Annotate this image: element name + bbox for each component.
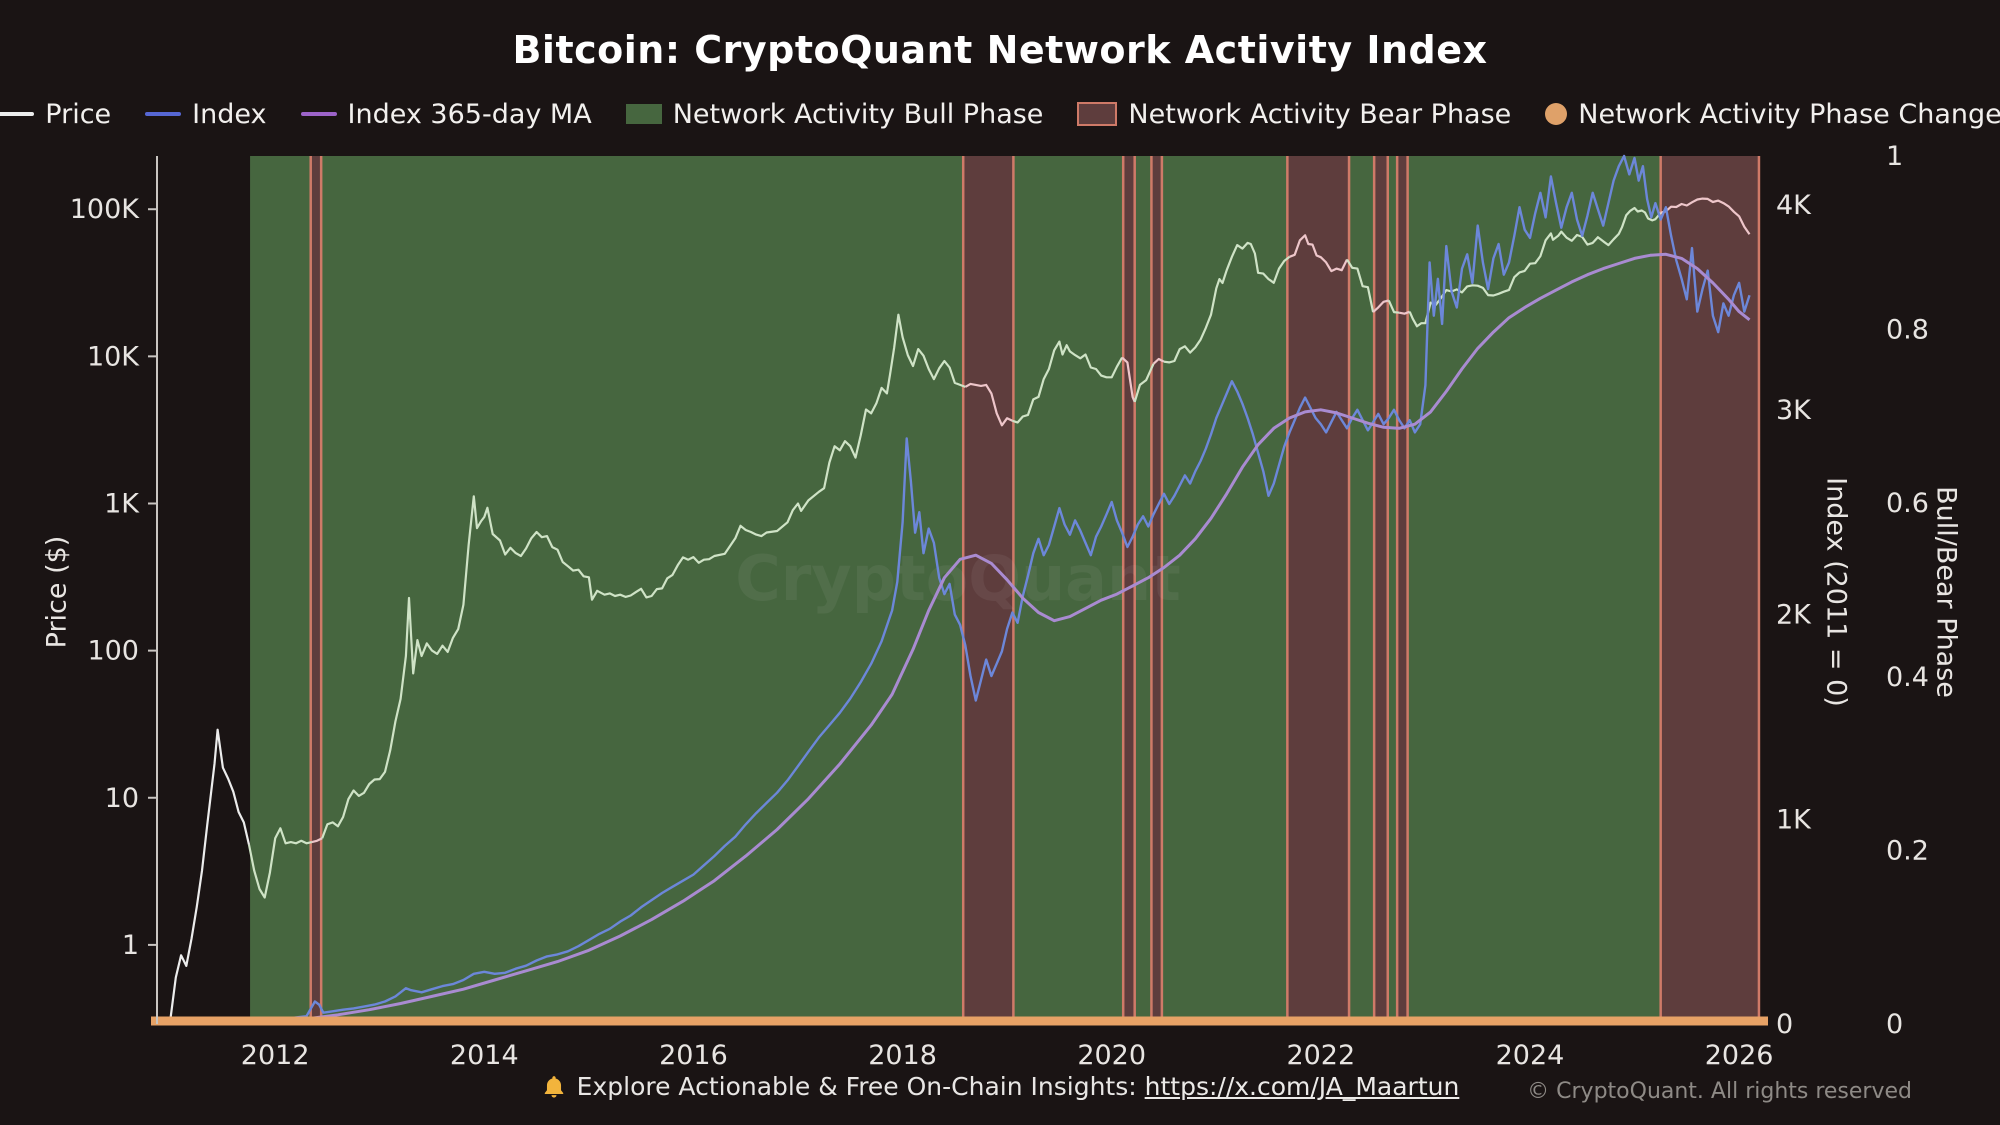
x-tick-label: 2018 [868, 1040, 937, 1071]
legend-label: Network Activity Phase Change [1578, 98, 2000, 130]
legend-label: Price [45, 98, 112, 130]
phase-axis-title: Bull/Bear Phase [1930, 486, 1962, 698]
legend-item-index-ma[interactable]: Index 365-day MA [300, 98, 592, 130]
legend-label: Index [192, 98, 267, 130]
index-line [254, 154, 1751, 1024]
phase-change-dot-icon [1545, 103, 1568, 125]
price-line [159, 728, 251, 1023]
x-tick-label: 2024 [1496, 1040, 1565, 1071]
index-line-swatch-icon [145, 112, 182, 116]
phase-tick-label: 0 [1886, 1009, 1903, 1040]
bear-phase-band [1123, 156, 1135, 1024]
price-tick-label: 100K [70, 194, 141, 225]
copyright-text: © CryptoQuant. All rights reserved [1527, 1079, 1912, 1104]
chart-title: Bitcoin: CryptoQuant Network Activity In… [512, 28, 1488, 72]
footer-cta-text: Explore Actionable & Free On-Chain Insig… [576, 1072, 1145, 1101]
index-tick-label: 2K [1776, 600, 1812, 631]
index-ma-line-swatch-icon [300, 112, 337, 116]
index-tick-label: 4K [1776, 190, 1812, 221]
bull-phase-swatch-icon [625, 104, 662, 124]
price-tick-label: 100 [87, 636, 139, 667]
x-tick-label: 2016 [659, 1040, 728, 1071]
bear-phase-swatch-icon [1077, 102, 1118, 126]
price-line [1289, 234, 1348, 273]
x-tick-label: 2014 [450, 1040, 519, 1071]
legend-label: Network Activity Bear Phase [1128, 98, 1512, 130]
price-tick-label: 1 [122, 930, 139, 961]
x-tick-label: 2020 [1077, 1040, 1146, 1071]
x-tick-label: 2022 [1286, 1040, 1355, 1071]
price-line [1387, 299, 1400, 314]
legend-label: Network Activity Bull Phase [672, 98, 1044, 130]
bear-phase-band [1397, 156, 1408, 1024]
legend-item-phase-change[interactable]: Network Activity Phase Change [1545, 99, 2000, 130]
price-line [1012, 340, 1124, 424]
footer-insights-link[interactable]: https://x.com/JA_Maartun [1144, 1072, 1460, 1101]
x-tick-label: 2012 [241, 1040, 310, 1071]
phase-tick-label: 0.2 [1886, 835, 1929, 866]
price-tick-label: 10K [87, 341, 140, 372]
index-tick-label: 0 [1776, 1009, 1793, 1040]
index-tick-label: 1K [1776, 804, 1812, 835]
price-tick-label: 10 [105, 783, 139, 814]
price-line [1152, 357, 1165, 365]
price-line [1372, 299, 1390, 313]
price-line [1133, 363, 1155, 403]
price-tick-label: 1K [104, 488, 140, 519]
price-line [1163, 241, 1291, 364]
price-line [1346, 258, 1375, 313]
bear-phase-band [1374, 156, 1388, 1024]
bull-phase-band [250, 156, 1661, 1024]
price-line-swatch-icon [0, 112, 35, 116]
legend: Price Index Index 365-day MA Network Act… [0, 92, 2000, 136]
legend-label: Index 365-day MA [347, 98, 592, 130]
index-axis-title: Index (2011 = 0) [1820, 477, 1852, 707]
footer-cta: Explore Actionable & Free On-Chain Insig… [0, 1072, 2000, 1101]
bell-icon [544, 1076, 563, 1098]
index-ma-line [306, 252, 1751, 1021]
price-line [321, 313, 966, 839]
price-line [964, 382, 1013, 427]
price-axis-title: Price ($) [41, 535, 73, 649]
legend-item-price[interactable]: Price [0, 99, 111, 130]
x-tick-label: 2026 [1705, 1040, 1774, 1071]
bear-phase-band [1287, 156, 1350, 1024]
phase-tick-label: 1 [1886, 141, 1903, 172]
legend-item-bear-phase[interactable]: Network Activity Bear Phase [1077, 99, 1511, 130]
index-tick-label: 3K [1776, 395, 1812, 426]
phase-tick-label: 0.6 [1886, 488, 1929, 519]
phase-tick-label: 0.4 [1886, 662, 1929, 693]
price-line [1398, 310, 1411, 315]
legend-item-bull-phase[interactable]: Network Activity Bull Phase [625, 98, 1044, 130]
bear-phase-band [1151, 156, 1162, 1024]
watermark: CryptoQuant [735, 542, 1181, 615]
bear-phase-band [963, 156, 1014, 1024]
legend-item-index[interactable]: Index [145, 98, 267, 130]
price-line [311, 837, 323, 844]
price-line [1121, 356, 1136, 403]
bear-phase-band [310, 156, 322, 1024]
price-line [247, 827, 313, 899]
price-line [1660, 197, 1751, 235]
phase-tick-label: 0.8 [1886, 315, 1929, 346]
